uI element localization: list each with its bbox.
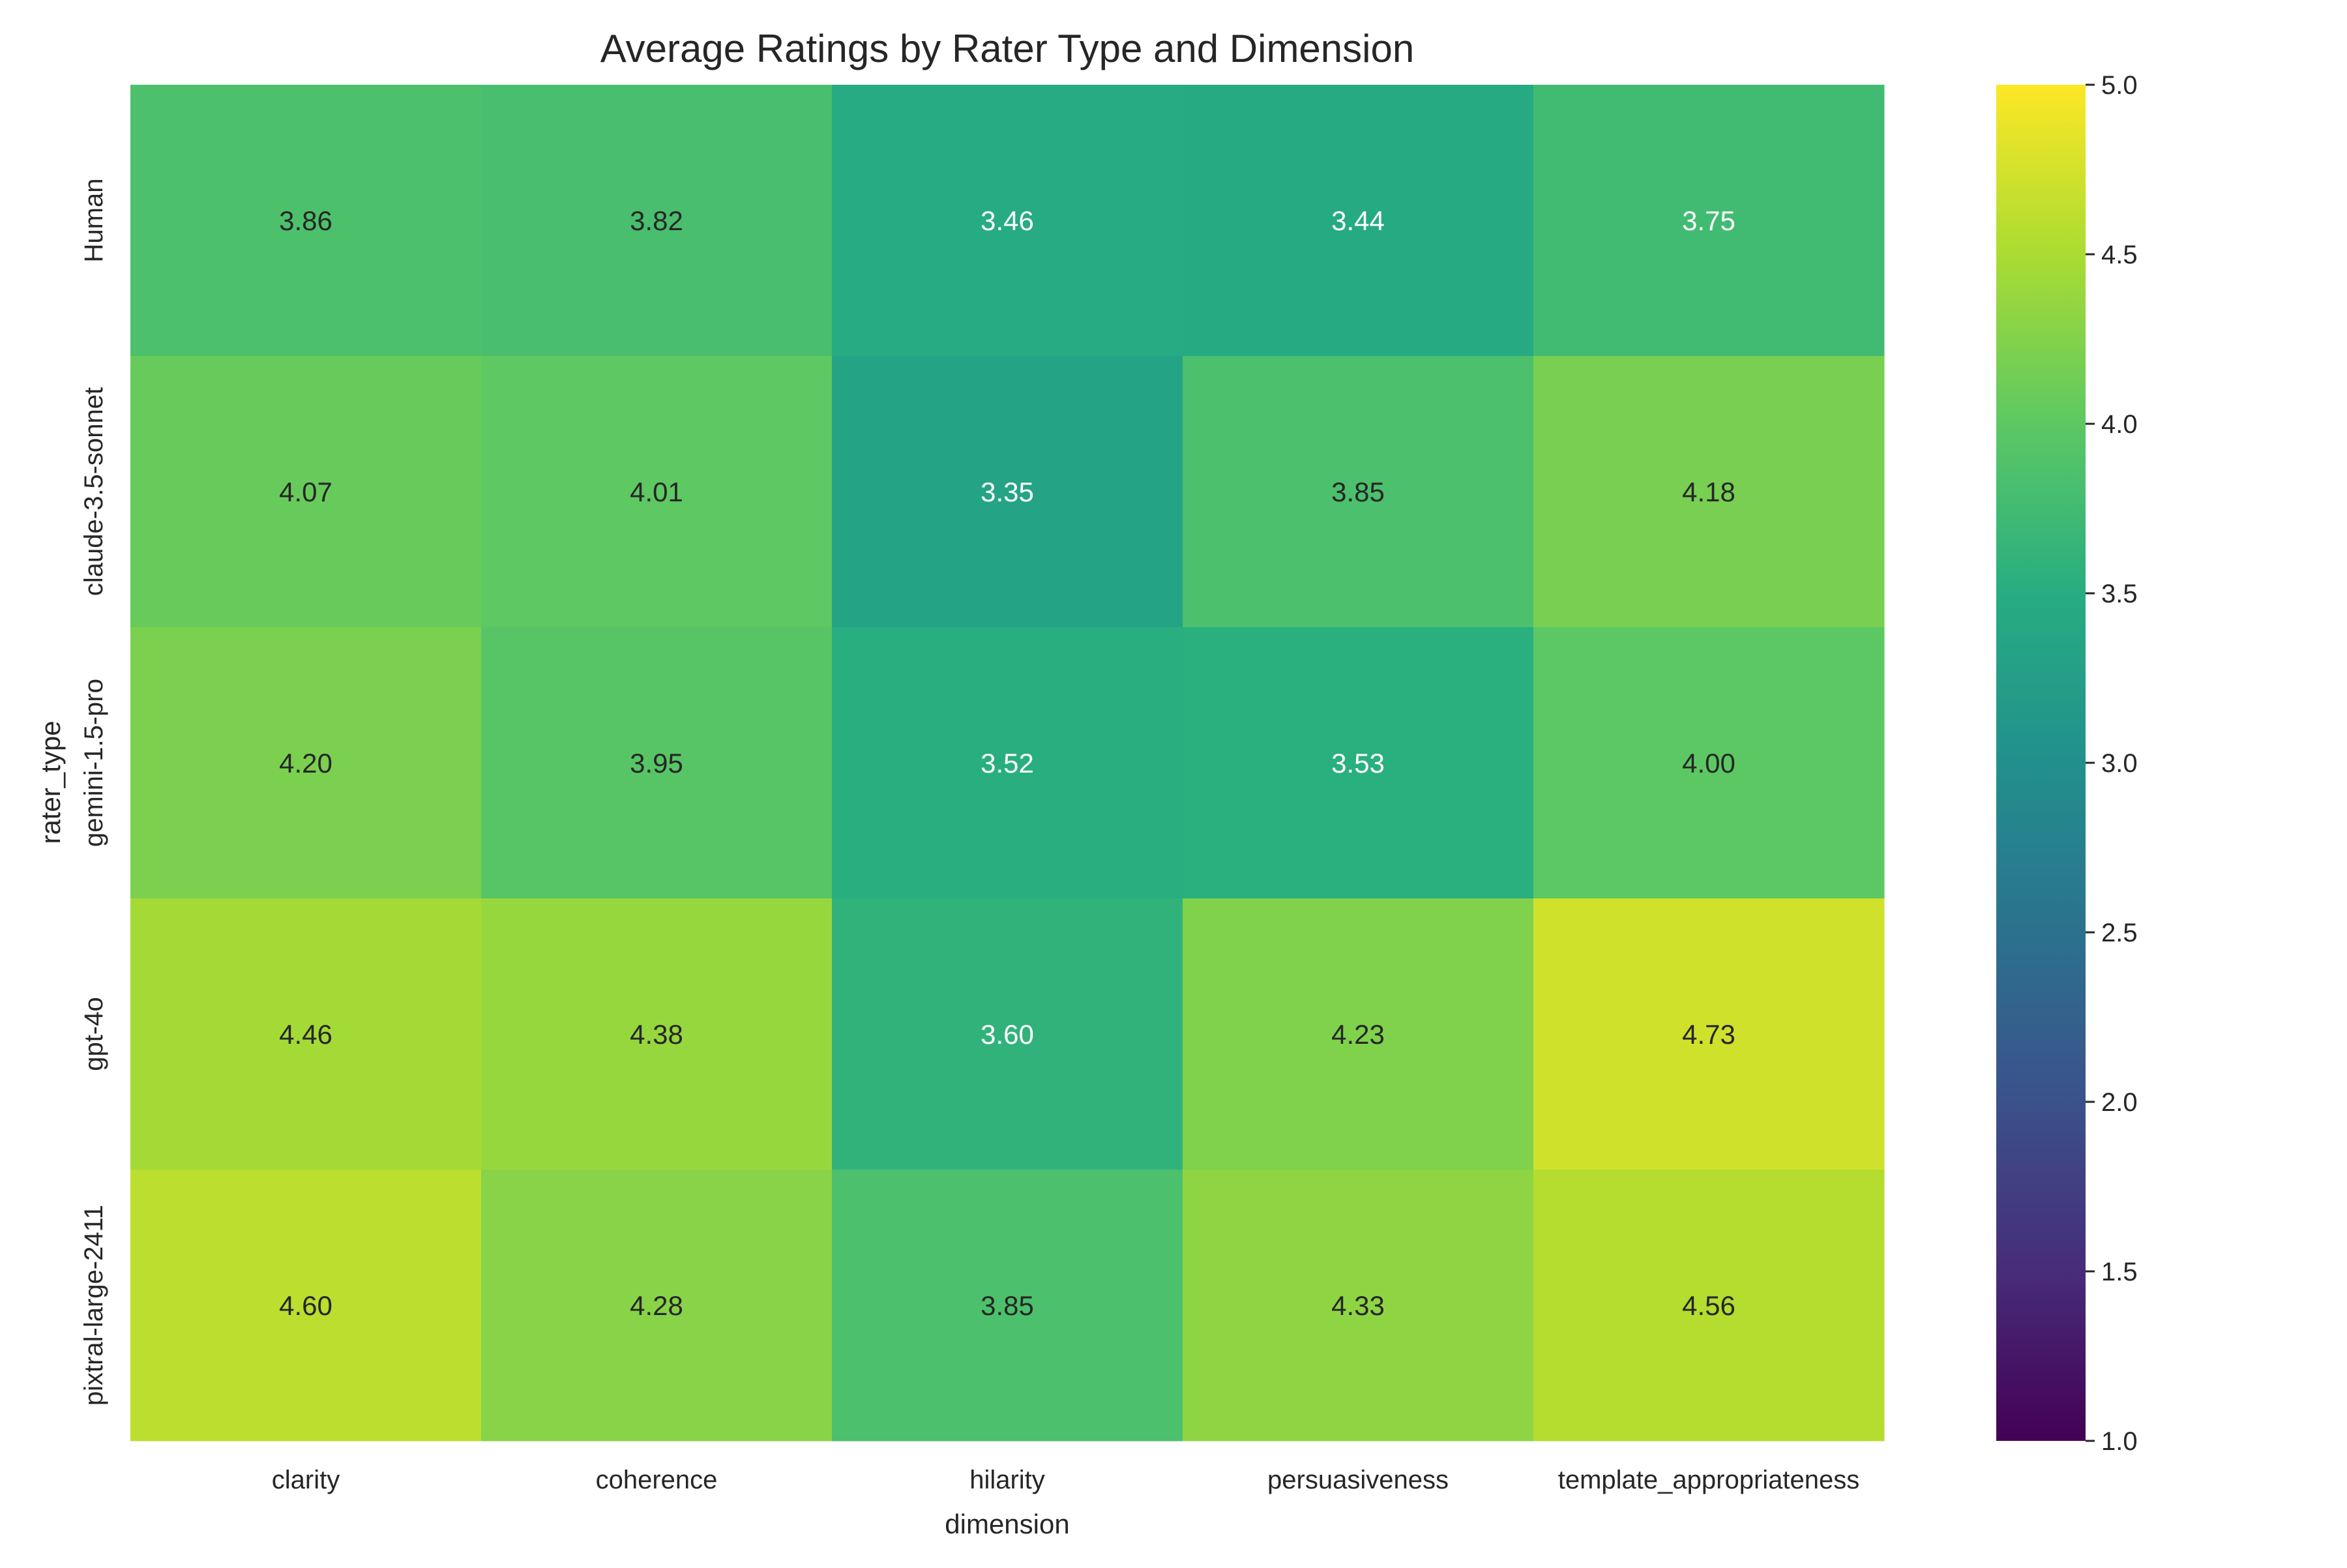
cell-value-label: 3.95: [630, 748, 683, 778]
heatmap-cell: [832, 898, 1183, 1170]
x-axis-tick-labels: clarity coherence hilarity persuasiveness te…: [272, 1466, 1859, 1494]
heatmap-cell: [1183, 356, 1534, 628]
cell-value-label: 3.46: [981, 205, 1034, 236]
cell-value-label: 3.53: [1331, 748, 1385, 778]
heatmap-cell: [832, 627, 1183, 899]
heatmap-cell: [1183, 627, 1534, 899]
y-tick-label: gpt-4o: [80, 997, 108, 1071]
cell-value-label: 3.60: [981, 1019, 1034, 1050]
heatmap-cell: [832, 356, 1183, 628]
y-axis-label: rater_type: [35, 720, 66, 844]
x-tick-label: clarity: [272, 1466, 340, 1494]
cell-value-label: 4.00: [1682, 748, 1735, 778]
y-tick-label: Human: [80, 179, 108, 263]
cell-value-label: 3.52: [981, 748, 1034, 778]
cell-value-label: 4.01: [630, 477, 683, 507]
x-tick-label: persuasiveness: [1267, 1466, 1449, 1494]
y-tick-label: claude-3.5-sonnet: [80, 387, 108, 596]
cell-value-label: 3.44: [1331, 205, 1385, 236]
y-axis-tick-labels: Human claude-3.5-sonnet gemini-1.5-pro gpt-…: [80, 179, 108, 1406]
colorbar-tick-label: 4.5: [2101, 241, 2138, 269]
cell-value-label: 3.75: [1682, 205, 1735, 236]
heatmap-cell: [1183, 898, 1534, 1170]
y-tick-label: gemini-1.5-pro: [80, 679, 108, 847]
cell-value-label: 4.07: [279, 477, 332, 507]
colorbar-tick-label: 3.0: [2101, 749, 2138, 778]
cell-value-label: 4.28: [630, 1290, 683, 1321]
cell-value-label: 4.33: [1331, 1290, 1385, 1321]
cell-value-label: 3.85: [981, 1290, 1034, 1321]
heatmap-cell: [1533, 898, 1885, 1170]
heatmap-cell: [1533, 1170, 1885, 1442]
heatmap-cell: [832, 1170, 1183, 1442]
heatmap-cell: [130, 627, 482, 899]
heatmap-cell: [130, 1170, 482, 1442]
x-tick-label: coherence: [596, 1466, 718, 1494]
heatmap-cell: [130, 356, 482, 628]
cell-value-label: 4.23: [1331, 1019, 1385, 1050]
heatmap-cell: [130, 898, 482, 1170]
colorbar-tick-label: 4.0: [2101, 410, 2138, 439]
heatmap-cell: [481, 627, 833, 899]
heatmap-cell: [1183, 1170, 1534, 1442]
heatmap-cell: [130, 85, 482, 357]
x-tick-label: template_appropriateness: [1558, 1466, 1860, 1494]
colorbar-tick-label: 3.5: [2101, 580, 2138, 608]
cell-value-label: 4.73: [1682, 1019, 1735, 1050]
heatmap-cell: [481, 356, 833, 628]
colorbar-tick-label: 5.0: [2101, 71, 2138, 100]
heatmap-cell: [1533, 627, 1885, 899]
chart-title: Average Ratings by Rater Type and Dimens…: [600, 27, 1415, 70]
colorbar-gradient: [1996, 85, 2086, 1441]
cell-value-label: 3.35: [981, 477, 1034, 507]
colorbar: 1.0 1.5 2.0 2.5 3.0 3.5 4.0 4.5 5.0: [1996, 71, 2138, 1456]
heatmap-cell: [832, 85, 1183, 357]
cell-value-label: 4.56: [1682, 1290, 1735, 1321]
cell-value-label: 4.60: [279, 1290, 332, 1321]
cell-value-label: 4.38: [630, 1019, 683, 1050]
x-tick-label: hilarity: [969, 1466, 1045, 1494]
cell-value-label: 3.82: [630, 205, 683, 236]
heatmap-cell: [1533, 356, 1885, 628]
cell-value-label: 4.18: [1682, 477, 1735, 507]
heatmap-cell: [1533, 85, 1885, 357]
colorbar-tick-label: 2.0: [2101, 1088, 2138, 1117]
heatmap-cell: [481, 898, 833, 1170]
cell-value-label: 3.85: [1331, 477, 1385, 507]
heatmap-cell: [1183, 85, 1534, 357]
colorbar-tick-label: 1.0: [2101, 1427, 2138, 1456]
y-tick-label: pixtral-large-2411: [80, 1205, 108, 1406]
colorbar-tick-label: 2.5: [2101, 919, 2138, 947]
heatmap-cell: [481, 85, 833, 357]
heatmap-cells: 3.86 3.82 3.46 3.44 3.75 4.07 4.01 3.35 3.85 4.18…: [130, 85, 1885, 1442]
colorbar-tick-label: 1.5: [2101, 1258, 2138, 1286]
cell-value-label: 4.46: [279, 1019, 332, 1050]
cell-value-label: 4.20: [279, 748, 332, 778]
x-axis-label: dimension: [945, 1509, 1069, 1539]
cell-value-label: 3.86: [279, 205, 332, 236]
heatmap-cell: [481, 1170, 833, 1442]
